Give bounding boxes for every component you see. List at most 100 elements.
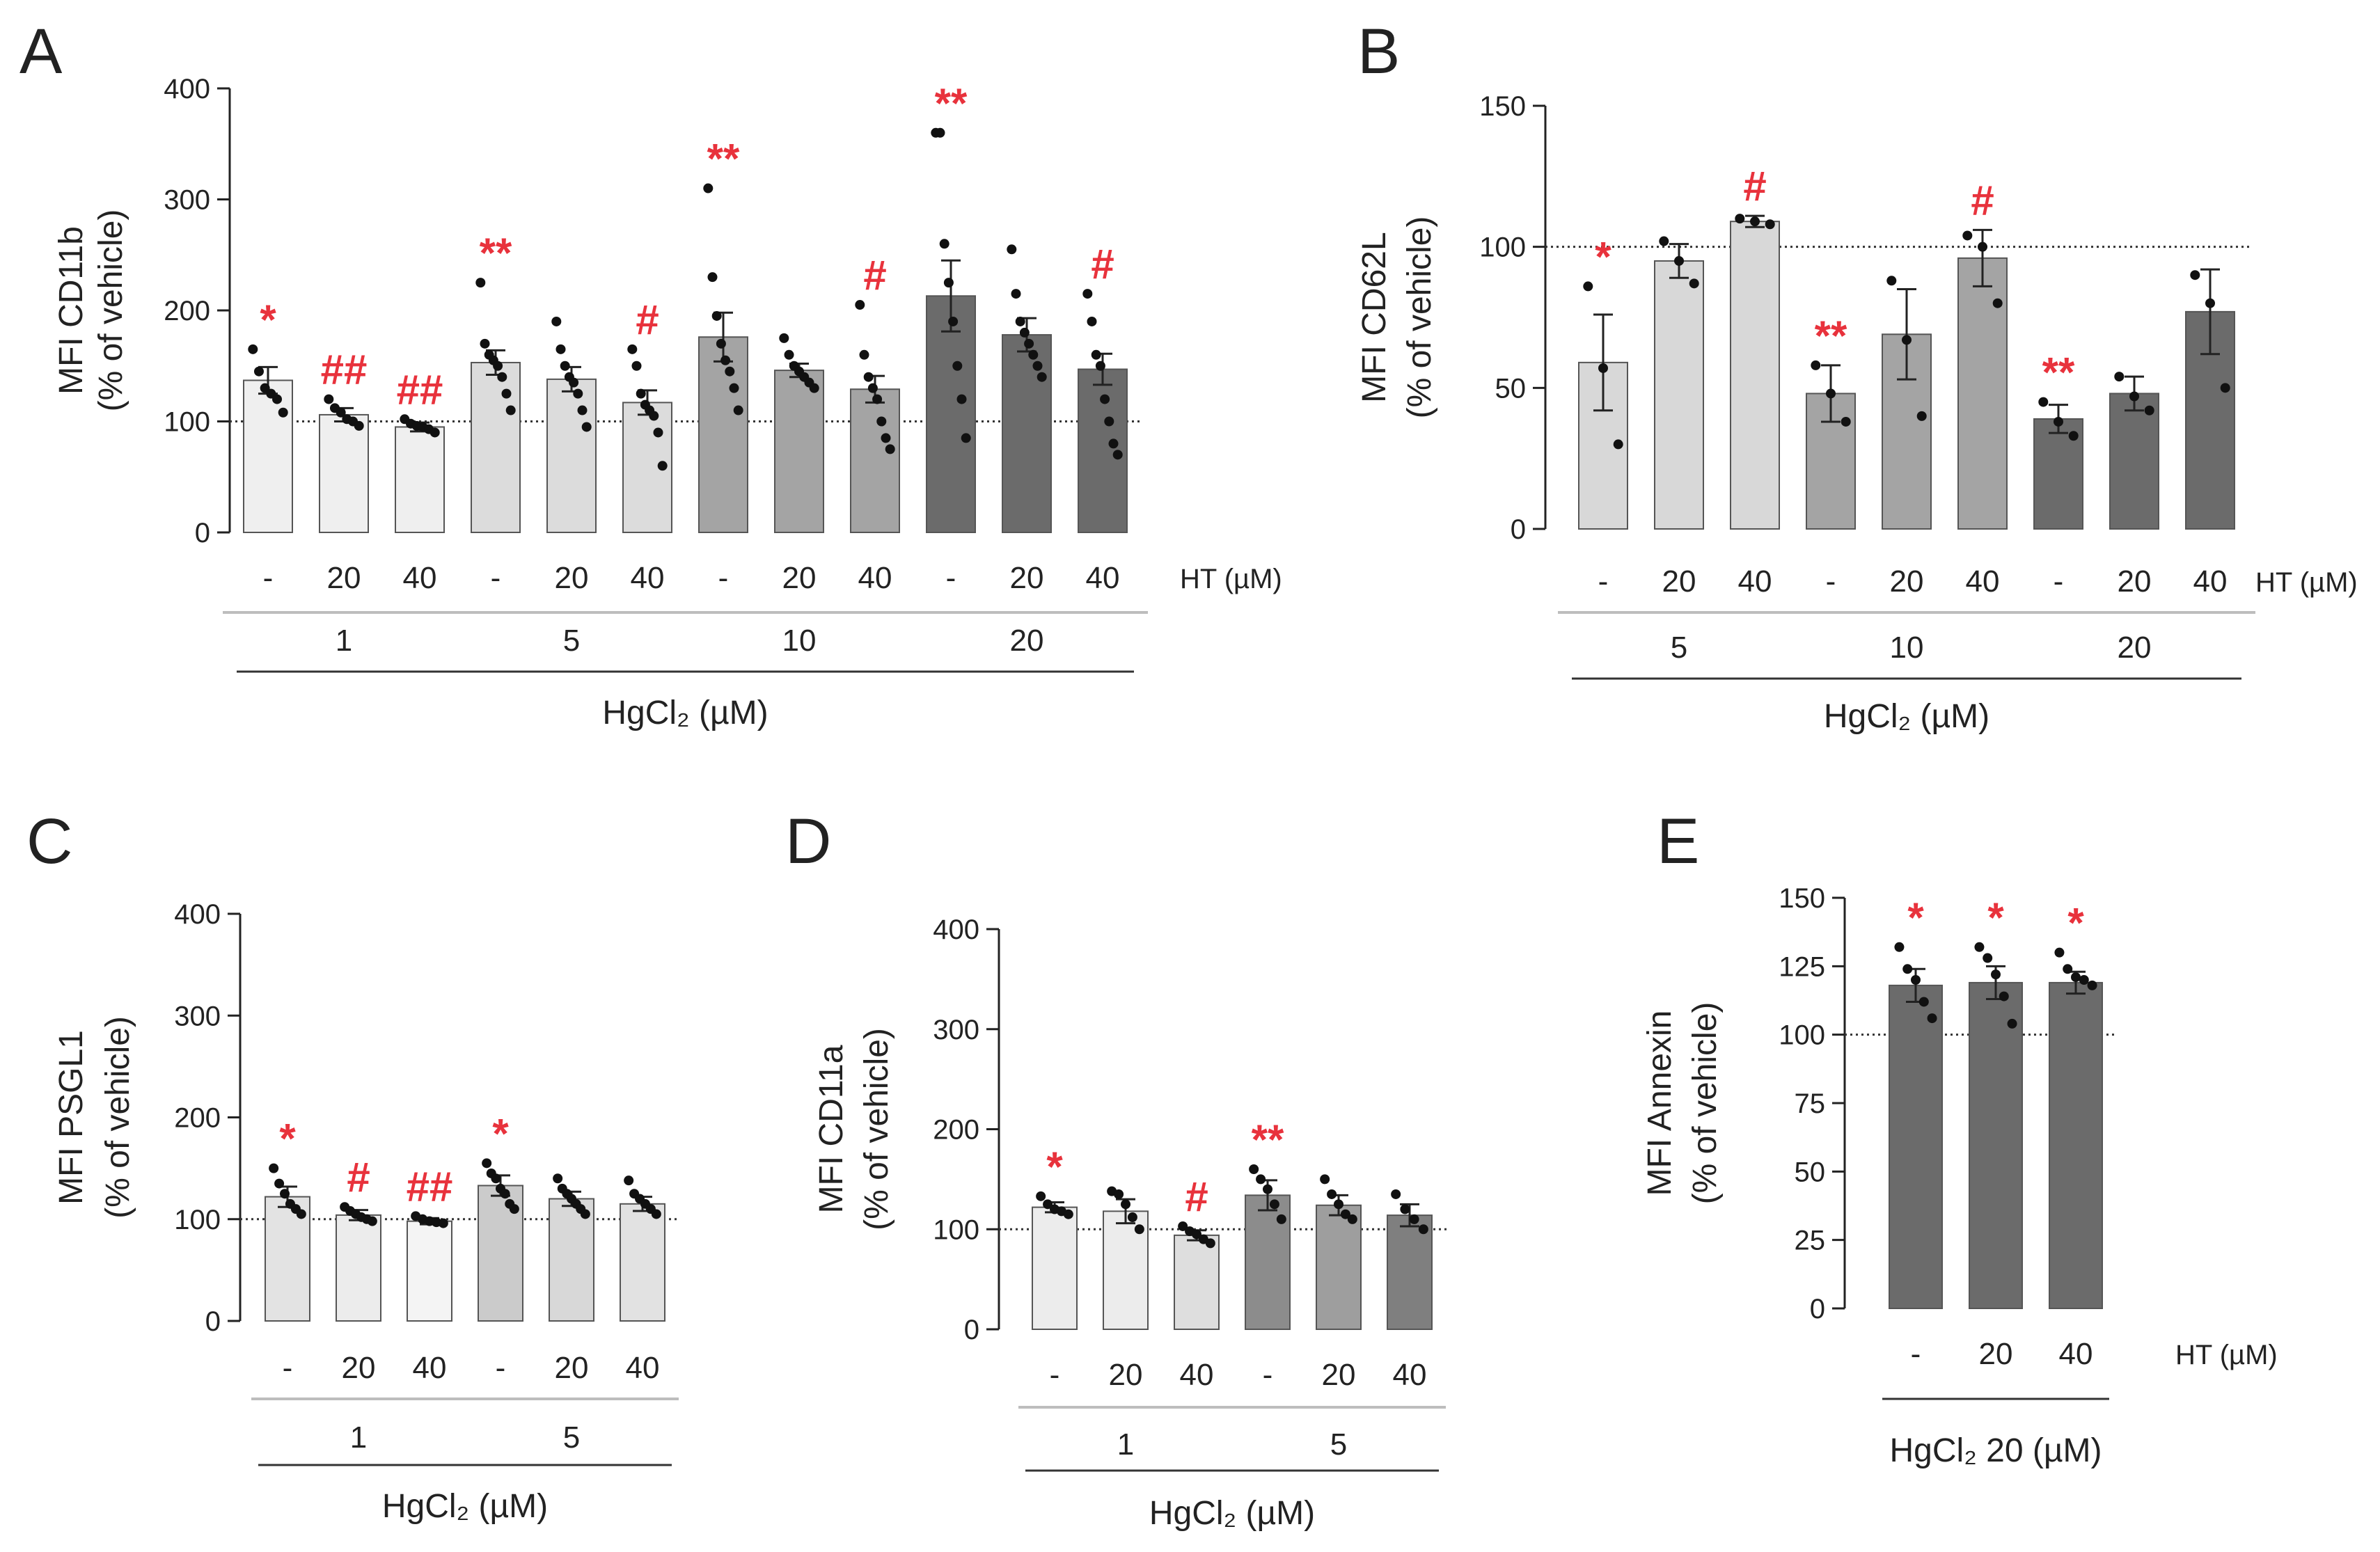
data-point [573, 388, 583, 399]
y-tick-label: 75 [1795, 1088, 1826, 1119]
data-point [569, 377, 579, 388]
data-point [1032, 361, 1043, 371]
data-point [1087, 316, 1097, 326]
data-point [1391, 1189, 1401, 1199]
significance-marker: ## [407, 1163, 453, 1210]
significance-marker: ** [1815, 312, 1847, 359]
data-point [1104, 416, 1114, 427]
data-point [863, 372, 874, 382]
y-tick-label: 100 [1479, 232, 1526, 263]
bar [243, 379, 293, 533]
data-point [733, 405, 743, 415]
data-point [956, 394, 967, 404]
data-point [2205, 298, 2215, 308]
data-point [2054, 416, 2063, 427]
y-axis-title: (% of vehicle) [93, 209, 129, 412]
ht-label: HT (µM) [2175, 1340, 2278, 1370]
significance-marker: * [279, 1116, 296, 1162]
y-axis-title: (% of vehicle) [1687, 1002, 1724, 1205]
data-point [1659, 236, 1669, 246]
data-point [555, 344, 566, 354]
bar [1387, 1214, 1433, 1330]
x-category-label: 40 [1180, 1358, 1214, 1392]
data-point [881, 433, 891, 443]
significance-marker: ## [397, 366, 443, 413]
x-category-label: 40 [413, 1351, 447, 1385]
x-category-label: - [1263, 1358, 1273, 1392]
panel-d: D 0 100 200 300 400 MFI CD11a (% of vehicle) * - 2… [785, 806, 1447, 1532]
data-point [248, 344, 258, 354]
y-axis-title: MFI CD11b [53, 226, 90, 395]
data-point [296, 1209, 306, 1219]
data-point [493, 361, 503, 371]
x-category-label: 40 [1966, 564, 2000, 599]
data-point [779, 333, 789, 343]
significance-marker: ## [321, 347, 368, 393]
data-point [551, 316, 562, 326]
bar [1316, 1204, 1362, 1330]
data-point [1015, 316, 1025, 326]
data-point [501, 388, 512, 399]
significance-marker: ** [1252, 1116, 1284, 1163]
data-point [1082, 289, 1093, 299]
significance-marker: # [347, 1154, 370, 1201]
x-category-label: 40 [1086, 561, 1120, 595]
panel-a: A 0 100 200 300 400 MFI CD11b (% of vehicle) * - #… [19, 16, 1282, 731]
data-point [948, 316, 959, 326]
y-tick-label: 400 [933, 914, 979, 945]
significance-marker: # [1971, 177, 1994, 223]
ht-label: HT (µM) [2255, 567, 2358, 598]
data-point [657, 461, 668, 471]
data-point [2129, 391, 2139, 402]
y-tick-label: 100 [174, 1205, 221, 1235]
x-category-label: 20 [1010, 561, 1044, 595]
x-category-label: 20 [1890, 564, 1924, 599]
data-point [1992, 298, 2003, 308]
significance-marker: # [863, 252, 886, 299]
data-point [1911, 975, 1921, 985]
hgcl2-dose-label: 10 [782, 624, 817, 658]
data-point [1276, 1214, 1286, 1224]
data-point [1178, 1221, 1188, 1231]
data-point [1192, 1229, 1201, 1240]
y-axis-title: MFI CD11a [813, 1045, 850, 1213]
y-tick-label: 200 [933, 1115, 979, 1146]
data-point [867, 383, 878, 393]
x-category-label: 40 [1738, 564, 1772, 599]
data-point [784, 349, 794, 360]
bar [549, 1198, 594, 1322]
data-point [1826, 388, 1836, 399]
y-tick-label: 400 [164, 74, 210, 104]
data-point [367, 1216, 377, 1226]
data-point [1974, 942, 1985, 952]
data-point [1347, 1214, 1357, 1224]
panel-letter: B [1357, 16, 1400, 87]
data-point [1249, 1164, 1259, 1174]
data-point [720, 355, 731, 365]
data-point [1735, 214, 1745, 224]
hgcl2-dose-label: 10 [1890, 631, 1924, 665]
data-point [1918, 997, 1929, 1007]
x-category-label: - [1050, 1358, 1060, 1392]
data-point [711, 310, 722, 321]
bar [1889, 984, 1943, 1310]
data-point [1613, 439, 1623, 450]
x-category-label: 20 [555, 1351, 589, 1385]
data-point [1327, 1189, 1337, 1199]
hgcl2-title: HgCl₂ (µM) [1824, 698, 1989, 735]
data-point [1063, 1209, 1073, 1219]
data-point [1418, 1224, 1428, 1235]
bar [1654, 260, 1704, 530]
y-tick-label: 0 [1810, 1294, 1825, 1324]
data-point [1999, 991, 2009, 1001]
data-point [1962, 230, 1973, 241]
data-point [336, 407, 346, 418]
data-point [354, 420, 364, 431]
x-category-label: - [2054, 564, 2064, 599]
significance-marker: # [636, 296, 659, 343]
y-tick-label: 0 [195, 518, 210, 548]
data-point [324, 394, 334, 404]
x-category-label: 20 [342, 1351, 376, 1385]
data-point [278, 407, 288, 418]
data-point [480, 338, 490, 349]
